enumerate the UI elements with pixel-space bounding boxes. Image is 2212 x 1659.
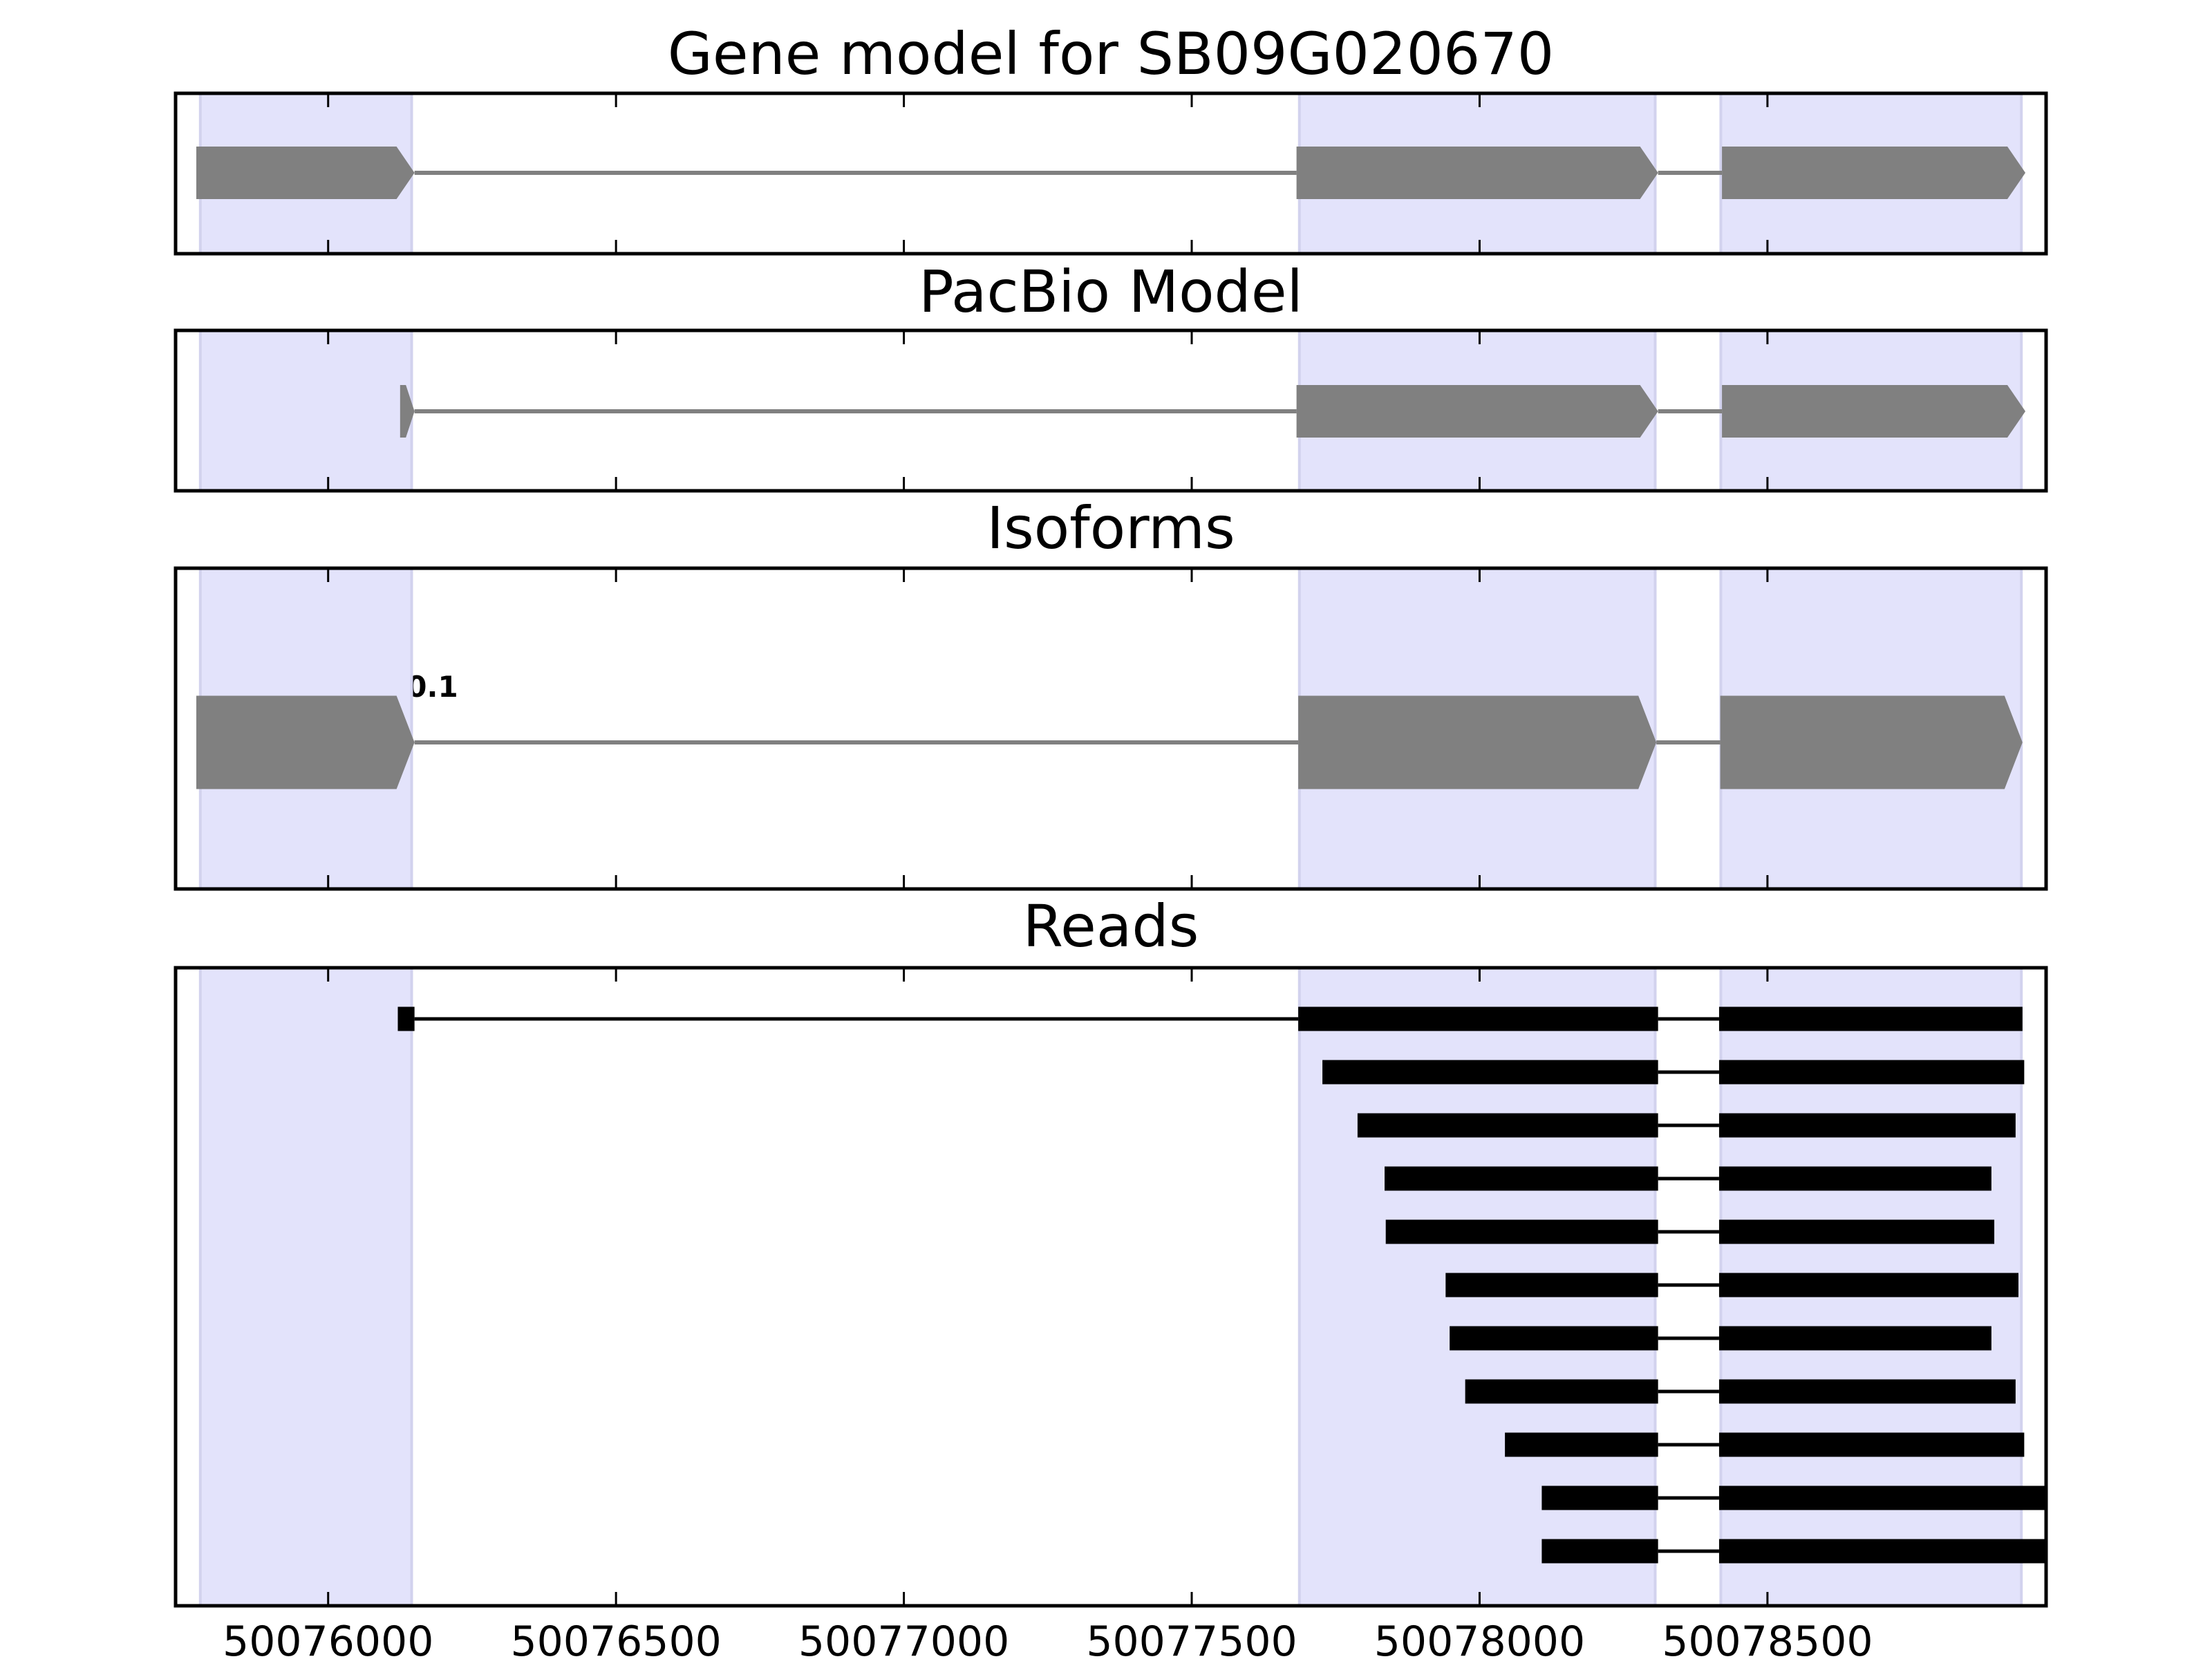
read-block (1718, 1166, 1991, 1191)
panel-4 (198, 968, 2046, 1606)
read-block (1718, 1539, 2046, 1564)
read-block (1385, 1166, 1658, 1191)
x-tick-label: 50078500 (1662, 1618, 1873, 1659)
x-tick-label: 50077000 (798, 1618, 1009, 1659)
panel-1 (196, 93, 2026, 254)
exon (1722, 385, 2026, 438)
read-block (1718, 1326, 1991, 1351)
read-block (1385, 1219, 1658, 1244)
exon (1296, 385, 1658, 438)
panel-frame (174, 91, 2048, 256)
panel-title-pacbio: PacBio Model (919, 258, 1303, 326)
read-block (1445, 1273, 1658, 1297)
panel-title-isoforms: Isoforms (986, 494, 1235, 562)
exon (1722, 147, 2026, 199)
read-block (1505, 1432, 1658, 1457)
read-block (1718, 1379, 2016, 1404)
read-block (1718, 1273, 2019, 1297)
exon (1298, 695, 1657, 789)
exon (400, 385, 415, 438)
panel-2 (198, 330, 2026, 491)
read-block (397, 1006, 415, 1031)
exon (196, 147, 415, 199)
panel-3 (196, 568, 2023, 889)
read-block (1541, 1539, 1658, 1564)
exon (196, 695, 415, 789)
read-block (1541, 1485, 1658, 1510)
read-block (1718, 1060, 2025, 1085)
read-block (1718, 1006, 2023, 1031)
x-tick-label: 50078000 (1374, 1618, 1585, 1659)
exon (1720, 695, 2023, 789)
x-tick-label: 50076000 (223, 1618, 433, 1659)
panel-frame (174, 966, 2048, 1608)
read-block (1718, 1485, 2046, 1510)
highlight-region (198, 968, 413, 1606)
read-block (1718, 1219, 1995, 1244)
highlight-region (198, 330, 413, 491)
read-block (1322, 1060, 1658, 1085)
read-block (1357, 1113, 1658, 1138)
x-tick-label: 50076500 (510, 1618, 721, 1659)
read-block (1718, 1432, 2025, 1457)
exon (1296, 147, 1658, 199)
read-block (1450, 1326, 1658, 1351)
panel-title-reads: Reads (1023, 892, 1199, 960)
read-block (1465, 1379, 1658, 1404)
panel-frame (174, 328, 2048, 493)
read-block (1718, 1113, 2016, 1138)
x-tick-label: 50077500 (1086, 1618, 1297, 1659)
panel-title-gene-model: Gene model for SB09G020670 (668, 20, 1554, 88)
read-block (1298, 1006, 1658, 1031)
panel-frame (174, 566, 2048, 891)
